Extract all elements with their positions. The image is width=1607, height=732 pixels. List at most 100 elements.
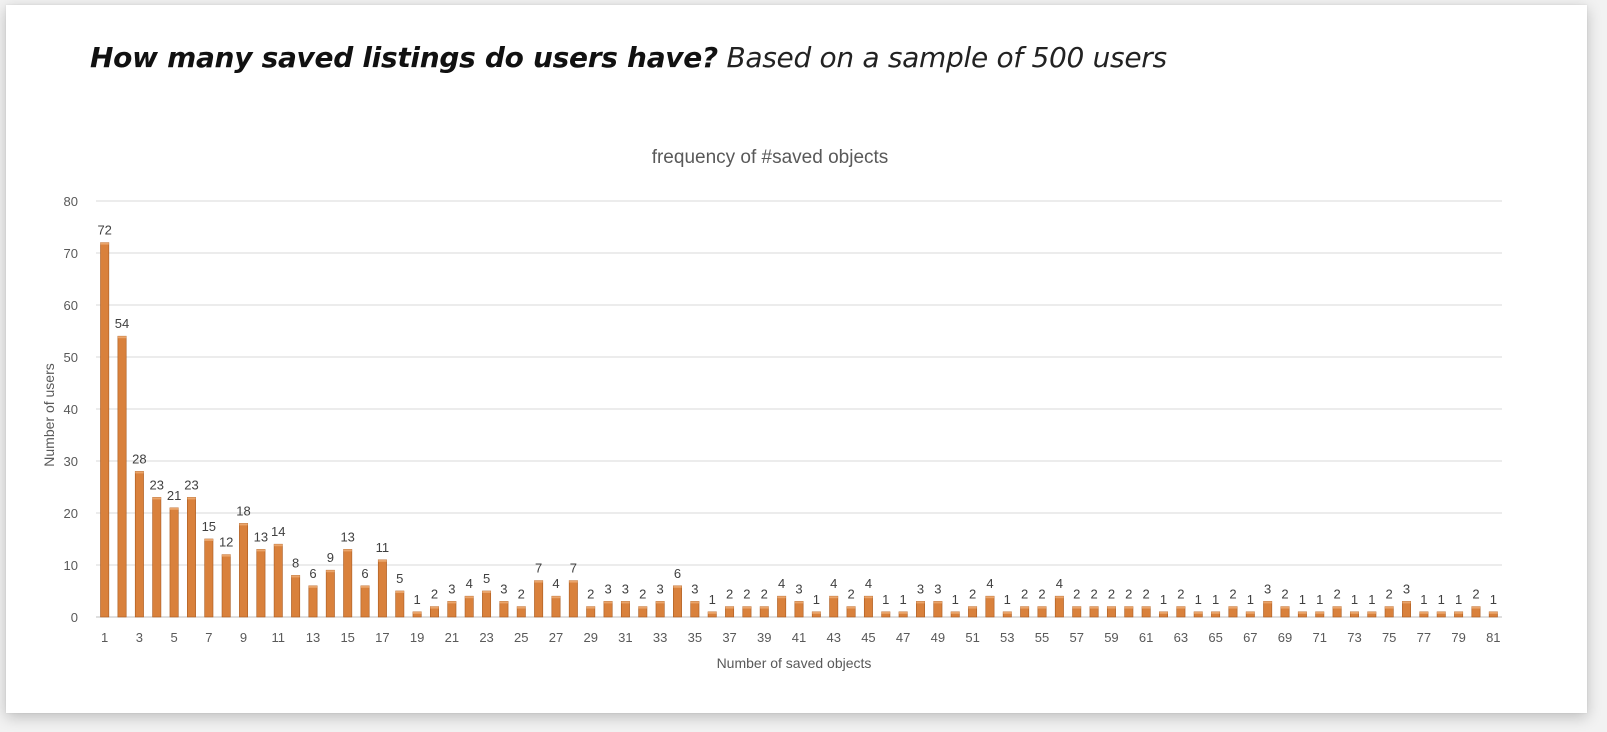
bar-highlight xyxy=(1298,611,1307,614)
bar-highlight xyxy=(864,596,873,599)
bar xyxy=(568,580,578,618)
bar xyxy=(169,507,179,618)
bar xyxy=(100,242,110,618)
bar-highlight xyxy=(1489,611,1498,614)
bar-highlight xyxy=(1385,606,1394,609)
bar xyxy=(117,335,127,618)
data-label: 2 xyxy=(1073,587,1080,602)
bar-highlight xyxy=(1280,606,1290,609)
bar xyxy=(447,601,457,618)
bar-highlight xyxy=(1037,606,1047,609)
bar xyxy=(551,595,561,618)
bar-highlight xyxy=(933,601,943,604)
bar-highlight xyxy=(1454,611,1463,614)
data-label: 1 xyxy=(1351,592,1358,607)
bar-highlight xyxy=(274,544,283,547)
data-label: 3 xyxy=(500,581,507,596)
data-label: 7 xyxy=(570,561,577,576)
x-tick-label: 45 xyxy=(861,630,875,645)
data-label: 2 xyxy=(1333,587,1340,602)
x-tick-label: 31 xyxy=(618,630,632,645)
data-label: 2 xyxy=(1125,587,1132,602)
y-tick-label: 30 xyxy=(64,454,78,469)
bar-highlight xyxy=(412,611,422,614)
x-tick-label: 13 xyxy=(306,630,320,645)
data-label: 5 xyxy=(396,571,403,586)
x-tick-label: 23 xyxy=(479,630,493,645)
data-label: 6 xyxy=(361,566,368,581)
bar-highlight xyxy=(881,611,890,614)
bar-highlight xyxy=(1003,611,1012,614)
bar-highlight xyxy=(760,606,769,609)
y-axis-label: Number of users xyxy=(41,363,57,466)
data-label: 23 xyxy=(150,477,164,492)
bar-highlight xyxy=(829,596,838,599)
bar xyxy=(794,601,804,618)
data-label: 13 xyxy=(254,529,268,544)
x-tick-label: 71 xyxy=(1313,630,1327,645)
bar-highlight xyxy=(135,471,144,474)
x-tick-label: 75 xyxy=(1382,630,1396,645)
x-tick-label: 25 xyxy=(514,630,528,645)
data-label: 1 xyxy=(1004,592,1011,607)
bar-highlight xyxy=(117,336,127,339)
bar xyxy=(655,601,665,618)
data-label: 1 xyxy=(1247,592,1254,607)
bar-highlight xyxy=(169,507,179,510)
bar-highlight xyxy=(725,606,734,609)
x-axis-label: Number of saved objects xyxy=(717,655,872,671)
data-label: 2 xyxy=(847,587,854,602)
bar xyxy=(239,523,249,618)
y-tick-label: 50 xyxy=(64,350,78,365)
bar xyxy=(360,585,370,618)
data-label: 2 xyxy=(761,587,768,602)
bar-highlight xyxy=(534,580,543,583)
bar-highlight xyxy=(638,606,647,609)
x-tick-label: 19 xyxy=(410,630,424,645)
bar-highlight xyxy=(708,611,717,614)
data-label: 4 xyxy=(830,576,837,591)
bar xyxy=(985,595,995,618)
data-label: 2 xyxy=(726,587,733,602)
data-label: 12 xyxy=(219,535,233,550)
data-label: 11 xyxy=(376,540,390,555)
data-label: 1 xyxy=(952,592,959,607)
data-label: 1 xyxy=(1316,592,1323,607)
bar-highlight xyxy=(204,539,213,541)
data-label: 3 xyxy=(934,581,941,596)
bar-highlight xyxy=(742,606,752,609)
data-label: 14 xyxy=(271,524,285,539)
bar-highlight xyxy=(1141,606,1151,609)
data-label: 1 xyxy=(1420,592,1427,607)
data-label: 6 xyxy=(309,566,316,581)
bar-highlight xyxy=(1124,606,1133,609)
x-tick-labels: 1 3 5 7 9 11 13 15 17 19 21 23 25 27 29 31 33 35 37 39 41 43 4… xyxy=(101,630,1500,645)
data-label: 54 xyxy=(115,316,129,331)
data-label: 1 xyxy=(1490,592,1497,607)
x-tick-label: 79 xyxy=(1451,630,1465,645)
bar-highlight xyxy=(1228,606,1238,609)
data-label: 1 xyxy=(1368,592,1375,607)
bar xyxy=(534,580,544,618)
bar-highlight xyxy=(430,606,439,609)
data-label: 2 xyxy=(1143,587,1150,602)
data-label: 3 xyxy=(691,581,698,596)
x-tick-label: 1 xyxy=(101,630,108,645)
bar-highlight xyxy=(1194,611,1203,614)
bar-highlight xyxy=(1437,611,1446,614)
x-tick-label: 35 xyxy=(688,630,702,645)
data-label: 1 xyxy=(1455,592,1462,607)
bar-highlight xyxy=(1072,606,1081,609)
data-label: 2 xyxy=(1472,587,1479,602)
x-tick-label: 39 xyxy=(757,630,771,645)
bar-highlight xyxy=(621,601,630,604)
x-tick-label: 7 xyxy=(205,630,212,645)
data-label: 3 xyxy=(604,581,611,596)
data-label: 2 xyxy=(1281,587,1288,602)
data-label: 2 xyxy=(639,587,646,602)
bar-highlight xyxy=(1055,596,1064,599)
chart-title: frequency of #saved objects xyxy=(652,147,889,168)
bar-highlight xyxy=(777,596,786,599)
bar-highlight xyxy=(447,601,457,604)
